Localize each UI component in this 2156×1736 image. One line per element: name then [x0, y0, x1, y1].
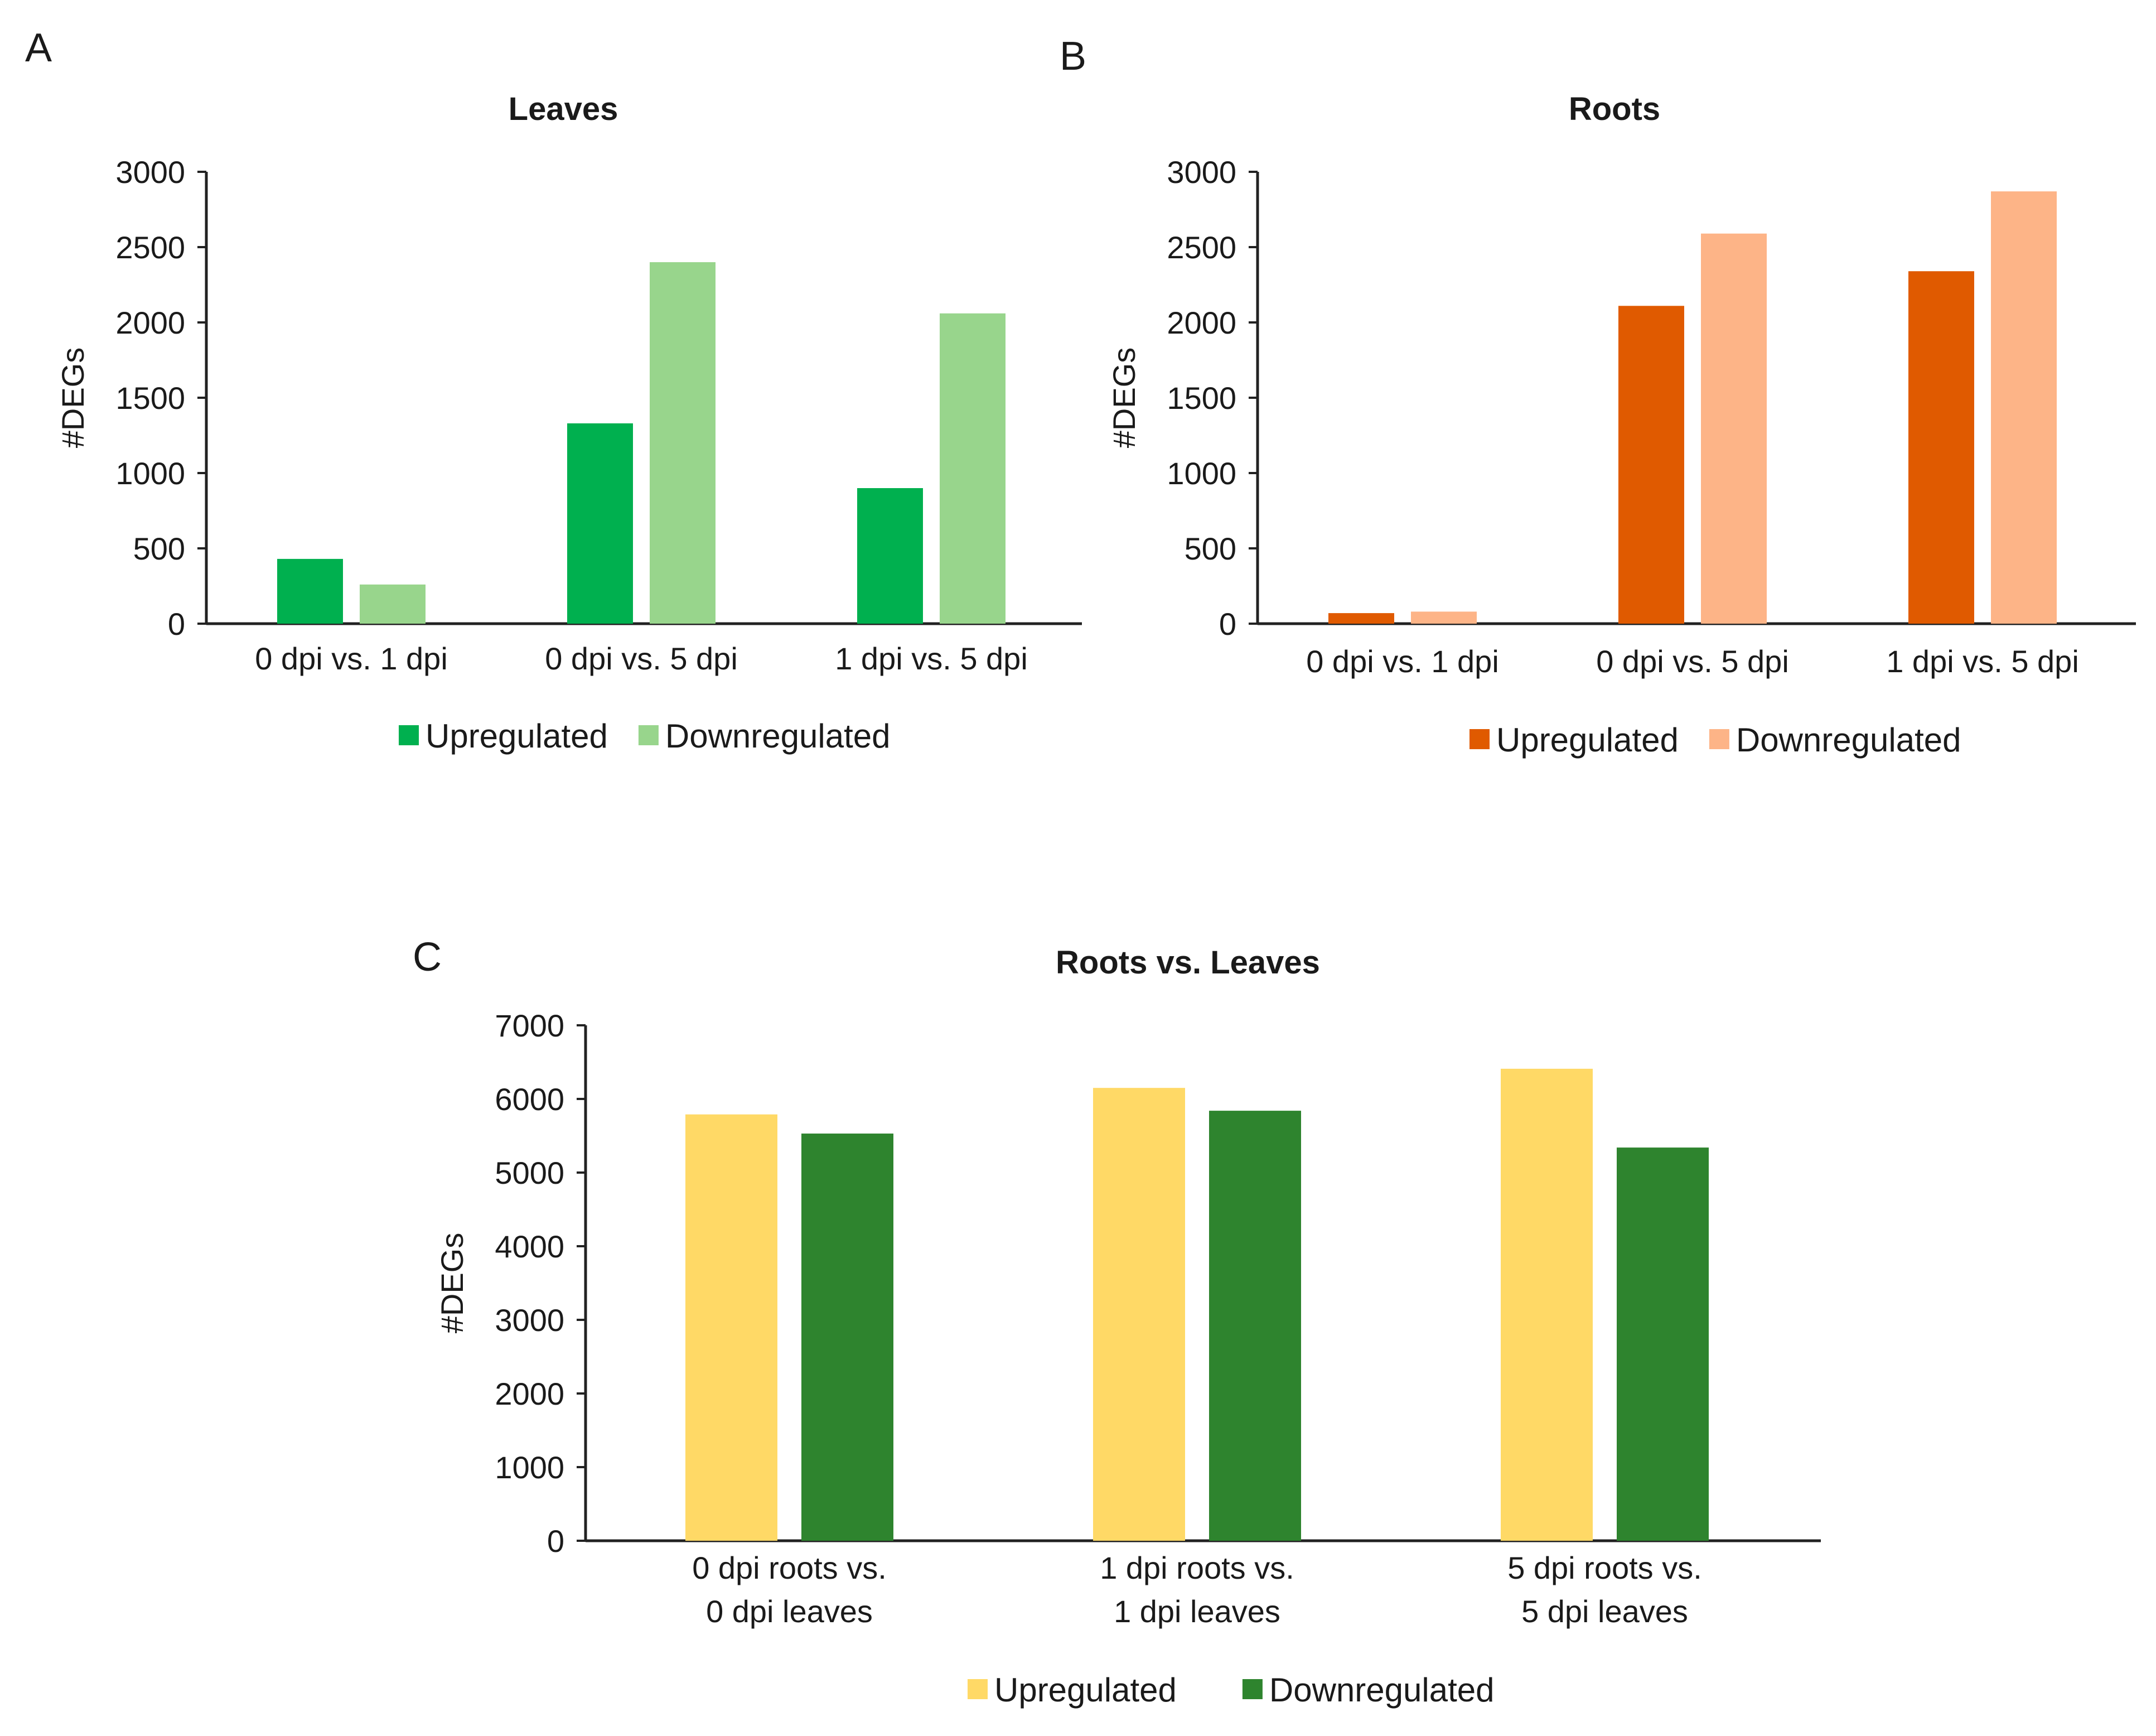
bar-downregulated-1 [1411, 611, 1477, 624]
y-axis-title: #DEGs [55, 348, 90, 449]
y-tick-label: 1000 [1167, 456, 1236, 491]
legend-swatch-upregulated [1469, 729, 1490, 749]
bar-downregulated-2 [1701, 233, 1767, 624]
legend-swatch-upregulated [968, 1679, 988, 1699]
y-tick-label: 1500 [115, 380, 185, 416]
x-category-label: 5 dpi roots vs. [1507, 1550, 1702, 1585]
y-tick-label: 3000 [115, 155, 185, 190]
chart-title: Leaves [509, 91, 618, 127]
legend-swatch-downregulated [638, 725, 659, 745]
bar-downregulated-1 [801, 1134, 893, 1541]
y-tick-label: 500 [1185, 531, 1236, 566]
bar-downregulated-3 [940, 313, 1006, 624]
legend-label-downregulated: Downregulated [1269, 1671, 1495, 1709]
bar-upregulated-1 [1328, 613, 1394, 624]
y-tick-label: 2500 [115, 230, 185, 265]
chart-title: Roots vs. Leaves [1056, 944, 1320, 981]
x-category-label: 1 dpi vs. 5 dpi [835, 641, 1028, 676]
chart-title: Roots [1569, 91, 1660, 127]
x-category-label: 1 dpi roots vs. [1100, 1550, 1294, 1585]
y-tick-label: 2500 [1167, 230, 1236, 265]
x-category-label: 1 dpi leaves [1114, 1594, 1280, 1629]
legend-label-upregulated: Upregulated [1496, 721, 1679, 759]
y-tick-label: 2000 [1167, 305, 1236, 340]
y-tick-label: 7000 [495, 1008, 564, 1043]
x-category-label: 0 dpi vs. 1 dpi [1306, 644, 1499, 679]
y-axis-title: #DEGs [434, 1233, 470, 1334]
y-tick-label: 1000 [115, 456, 185, 491]
y-tick-label: 0 [1219, 606, 1236, 642]
y-tick-label: 2000 [495, 1376, 564, 1411]
chart-panel-c: C Roots vs. Leaves 0 1000 2000 3000 4000 5000 60… [413, 935, 1821, 1709]
y-tick-label: 5000 [495, 1155, 564, 1190]
panel-letter: B [1060, 34, 1086, 79]
bar-upregulated-1 [685, 1114, 777, 1541]
panel-letter: C [413, 935, 442, 980]
x-category-label: 5 dpi leaves [1521, 1594, 1688, 1629]
legend-label-upregulated: Upregulated [426, 717, 608, 755]
y-tick-label: 4000 [495, 1229, 564, 1264]
x-category-label: 1 dpi vs. 5 dpi [1886, 644, 2079, 679]
bar-upregulated-3 [857, 488, 923, 624]
bar-upregulated-3 [1501, 1068, 1593, 1541]
bar-upregulated-3 [1908, 271, 1974, 624]
x-category-label: 0 dpi leaves [706, 1594, 873, 1629]
bar-upregulated-2 [1093, 1088, 1185, 1541]
x-category-label: 0 dpi vs. 5 dpi [1596, 644, 1789, 679]
bar-upregulated-2 [567, 423, 633, 624]
legend-label-downregulated: Downregulated [1736, 721, 1961, 759]
y-tick-label: 1500 [1167, 380, 1236, 416]
x-category-label: 0 dpi vs. 1 dpi [255, 641, 448, 676]
bar-downregulated-2 [1209, 1111, 1301, 1541]
panel-letter: A [25, 26, 52, 70]
y-tick-label: 3000 [1167, 155, 1236, 190]
chart-panel-a: A Leaves 0 500 1000 1500 2000 2500 3000 #DEGs 0 dp… [25, 26, 1082, 755]
y-tick-label: 0 [168, 606, 185, 642]
chart-panel-b: B Roots 0 500 1000 1500 2000 2500 3000 #DEGs 0 dpi… [1060, 34, 2136, 759]
y-tick-label: 1000 [495, 1450, 564, 1485]
y-tick-label: 2000 [115, 305, 185, 340]
bar-downregulated-3 [1617, 1147, 1709, 1541]
y-tick-label: 6000 [495, 1082, 564, 1117]
legend-swatch-upregulated [399, 725, 419, 745]
legend-label-upregulated: Upregulated [994, 1671, 1177, 1709]
y-tick-label: 500 [133, 531, 185, 566]
legend-label-downregulated: Downregulated [665, 717, 891, 755]
legend-swatch-downregulated [1709, 729, 1729, 749]
bar-downregulated-3 [1991, 191, 2057, 624]
legend-swatch-downregulated [1242, 1679, 1263, 1699]
y-tick-label: 3000 [495, 1303, 564, 1338]
bar-upregulated-2 [1618, 306, 1684, 624]
y-tick-label: 0 [547, 1523, 564, 1559]
bar-downregulated-1 [360, 584, 426, 624]
chart-panels: A Leaves 0 500 1000 1500 2000 2500 3000 #DEGs 0 dp… [25, 26, 2136, 1709]
bar-downregulated-2 [650, 262, 716, 624]
x-category-label: 0 dpi vs. 5 dpi [545, 641, 738, 676]
x-category-label: 0 dpi roots vs. [692, 1550, 887, 1585]
bar-upregulated-1 [277, 558, 343, 624]
y-axis-title: #DEGs [1106, 348, 1142, 449]
